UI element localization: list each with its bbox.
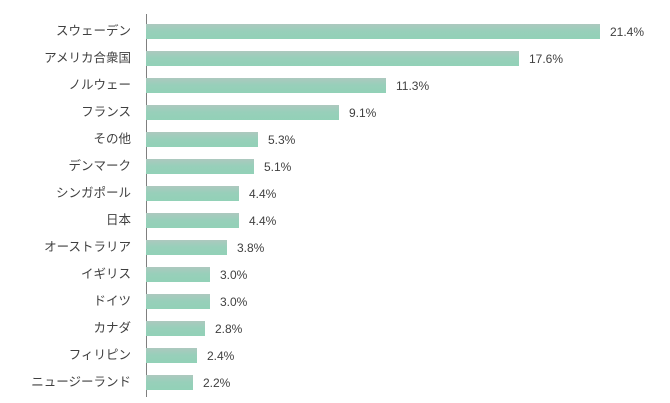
chart-row: カナダ 2.8% <box>0 315 670 342</box>
chart-row: シンガポール 4.4% <box>0 180 670 207</box>
category-label: デンマーク <box>68 159 131 174</box>
category-label: その他 <box>93 132 131 147</box>
bar-area: 21.4% <box>146 24 670 39</box>
bar <box>146 375 193 390</box>
bar-area: 2.2% <box>146 375 670 390</box>
chart-row: フランス 9.1% <box>0 99 670 126</box>
category-label: ノルウェー <box>68 78 131 93</box>
bar-area: 11.3% <box>146 78 670 93</box>
value-label: 4.4% <box>249 213 277 228</box>
bar-area: 17.6% <box>146 51 670 66</box>
bar <box>146 132 258 147</box>
bar <box>146 213 239 228</box>
value-label: 11.3% <box>396 78 430 93</box>
chart-row: オーストラリア 3.8% <box>0 234 670 261</box>
bar-area: 5.3% <box>146 132 670 147</box>
bar <box>146 267 210 282</box>
chart-row: デンマーク 5.1% <box>0 153 670 180</box>
chart-row: ニュージーランド 2.2% <box>0 369 670 396</box>
bar <box>146 240 227 255</box>
bar <box>146 321 205 336</box>
value-label: 2.4% <box>207 348 235 363</box>
value-label: 3.0% <box>220 267 248 282</box>
chart-row: アメリカ合衆国 17.6% <box>0 45 670 72</box>
category-label: スウェーデン <box>55 24 131 39</box>
value-label: 3.8% <box>237 240 265 255</box>
category-label: ニュージーランド <box>31 375 131 390</box>
bar <box>146 105 339 120</box>
category-label: フィリピン <box>68 348 131 363</box>
category-label: 日本 <box>105 213 131 228</box>
bar <box>146 51 519 66</box>
bar-area: 4.4% <box>146 186 670 201</box>
value-label: 3.0% <box>220 294 248 309</box>
bar <box>146 294 210 309</box>
category-label: ドイツ <box>93 294 131 309</box>
bar-area: 2.8% <box>146 321 670 336</box>
bar <box>146 24 600 39</box>
chart-row: ノルウェー 11.3% <box>0 72 670 99</box>
bar-area: 3.0% <box>146 294 670 309</box>
chart-row: ドイツ 3.0% <box>0 288 670 315</box>
category-label: フランス <box>81 105 131 120</box>
value-label: 9.1% <box>349 105 377 120</box>
bar <box>146 159 254 174</box>
bar-area: 4.4% <box>146 213 670 228</box>
bar <box>146 78 386 93</box>
category-label: カナダ <box>93 321 131 336</box>
category-label: シンガポール <box>55 186 131 201</box>
chart-rows: スウェーデン 21.4% アメリカ合衆国 17.6% ノルウェー 11.3% フランス 9.1… <box>0 18 670 396</box>
bar <box>146 186 239 201</box>
value-label: 5.1% <box>264 159 292 174</box>
y-axis-line <box>146 14 147 397</box>
bar-area: 2.4% <box>146 348 670 363</box>
value-label: 5.3% <box>268 132 296 147</box>
chart-row: 日本 4.4% <box>0 207 670 234</box>
chart-row: フィリピン 2.4% <box>0 342 670 369</box>
value-label: 17.6% <box>529 51 564 66</box>
bar-area: 5.1% <box>146 159 670 174</box>
bar-area: 9.1% <box>146 105 670 120</box>
value-label: 2.8% <box>215 321 243 336</box>
value-label: 21.4% <box>610 24 645 39</box>
category-label: アメリカ合衆国 <box>44 51 131 66</box>
chart-row: イギリス 3.0% <box>0 261 670 288</box>
category-label: イギリス <box>80 267 131 282</box>
bar <box>146 348 197 363</box>
value-label: 2.2% <box>203 375 231 390</box>
chart-row: その他 5.3% <box>0 126 670 153</box>
bar-area: 3.0% <box>146 267 670 282</box>
chart-row: スウェーデン 21.4% <box>0 18 670 45</box>
bar-area: 3.8% <box>146 240 670 255</box>
value-label: 4.4% <box>249 186 277 201</box>
category-label: オーストラリア <box>44 240 131 255</box>
